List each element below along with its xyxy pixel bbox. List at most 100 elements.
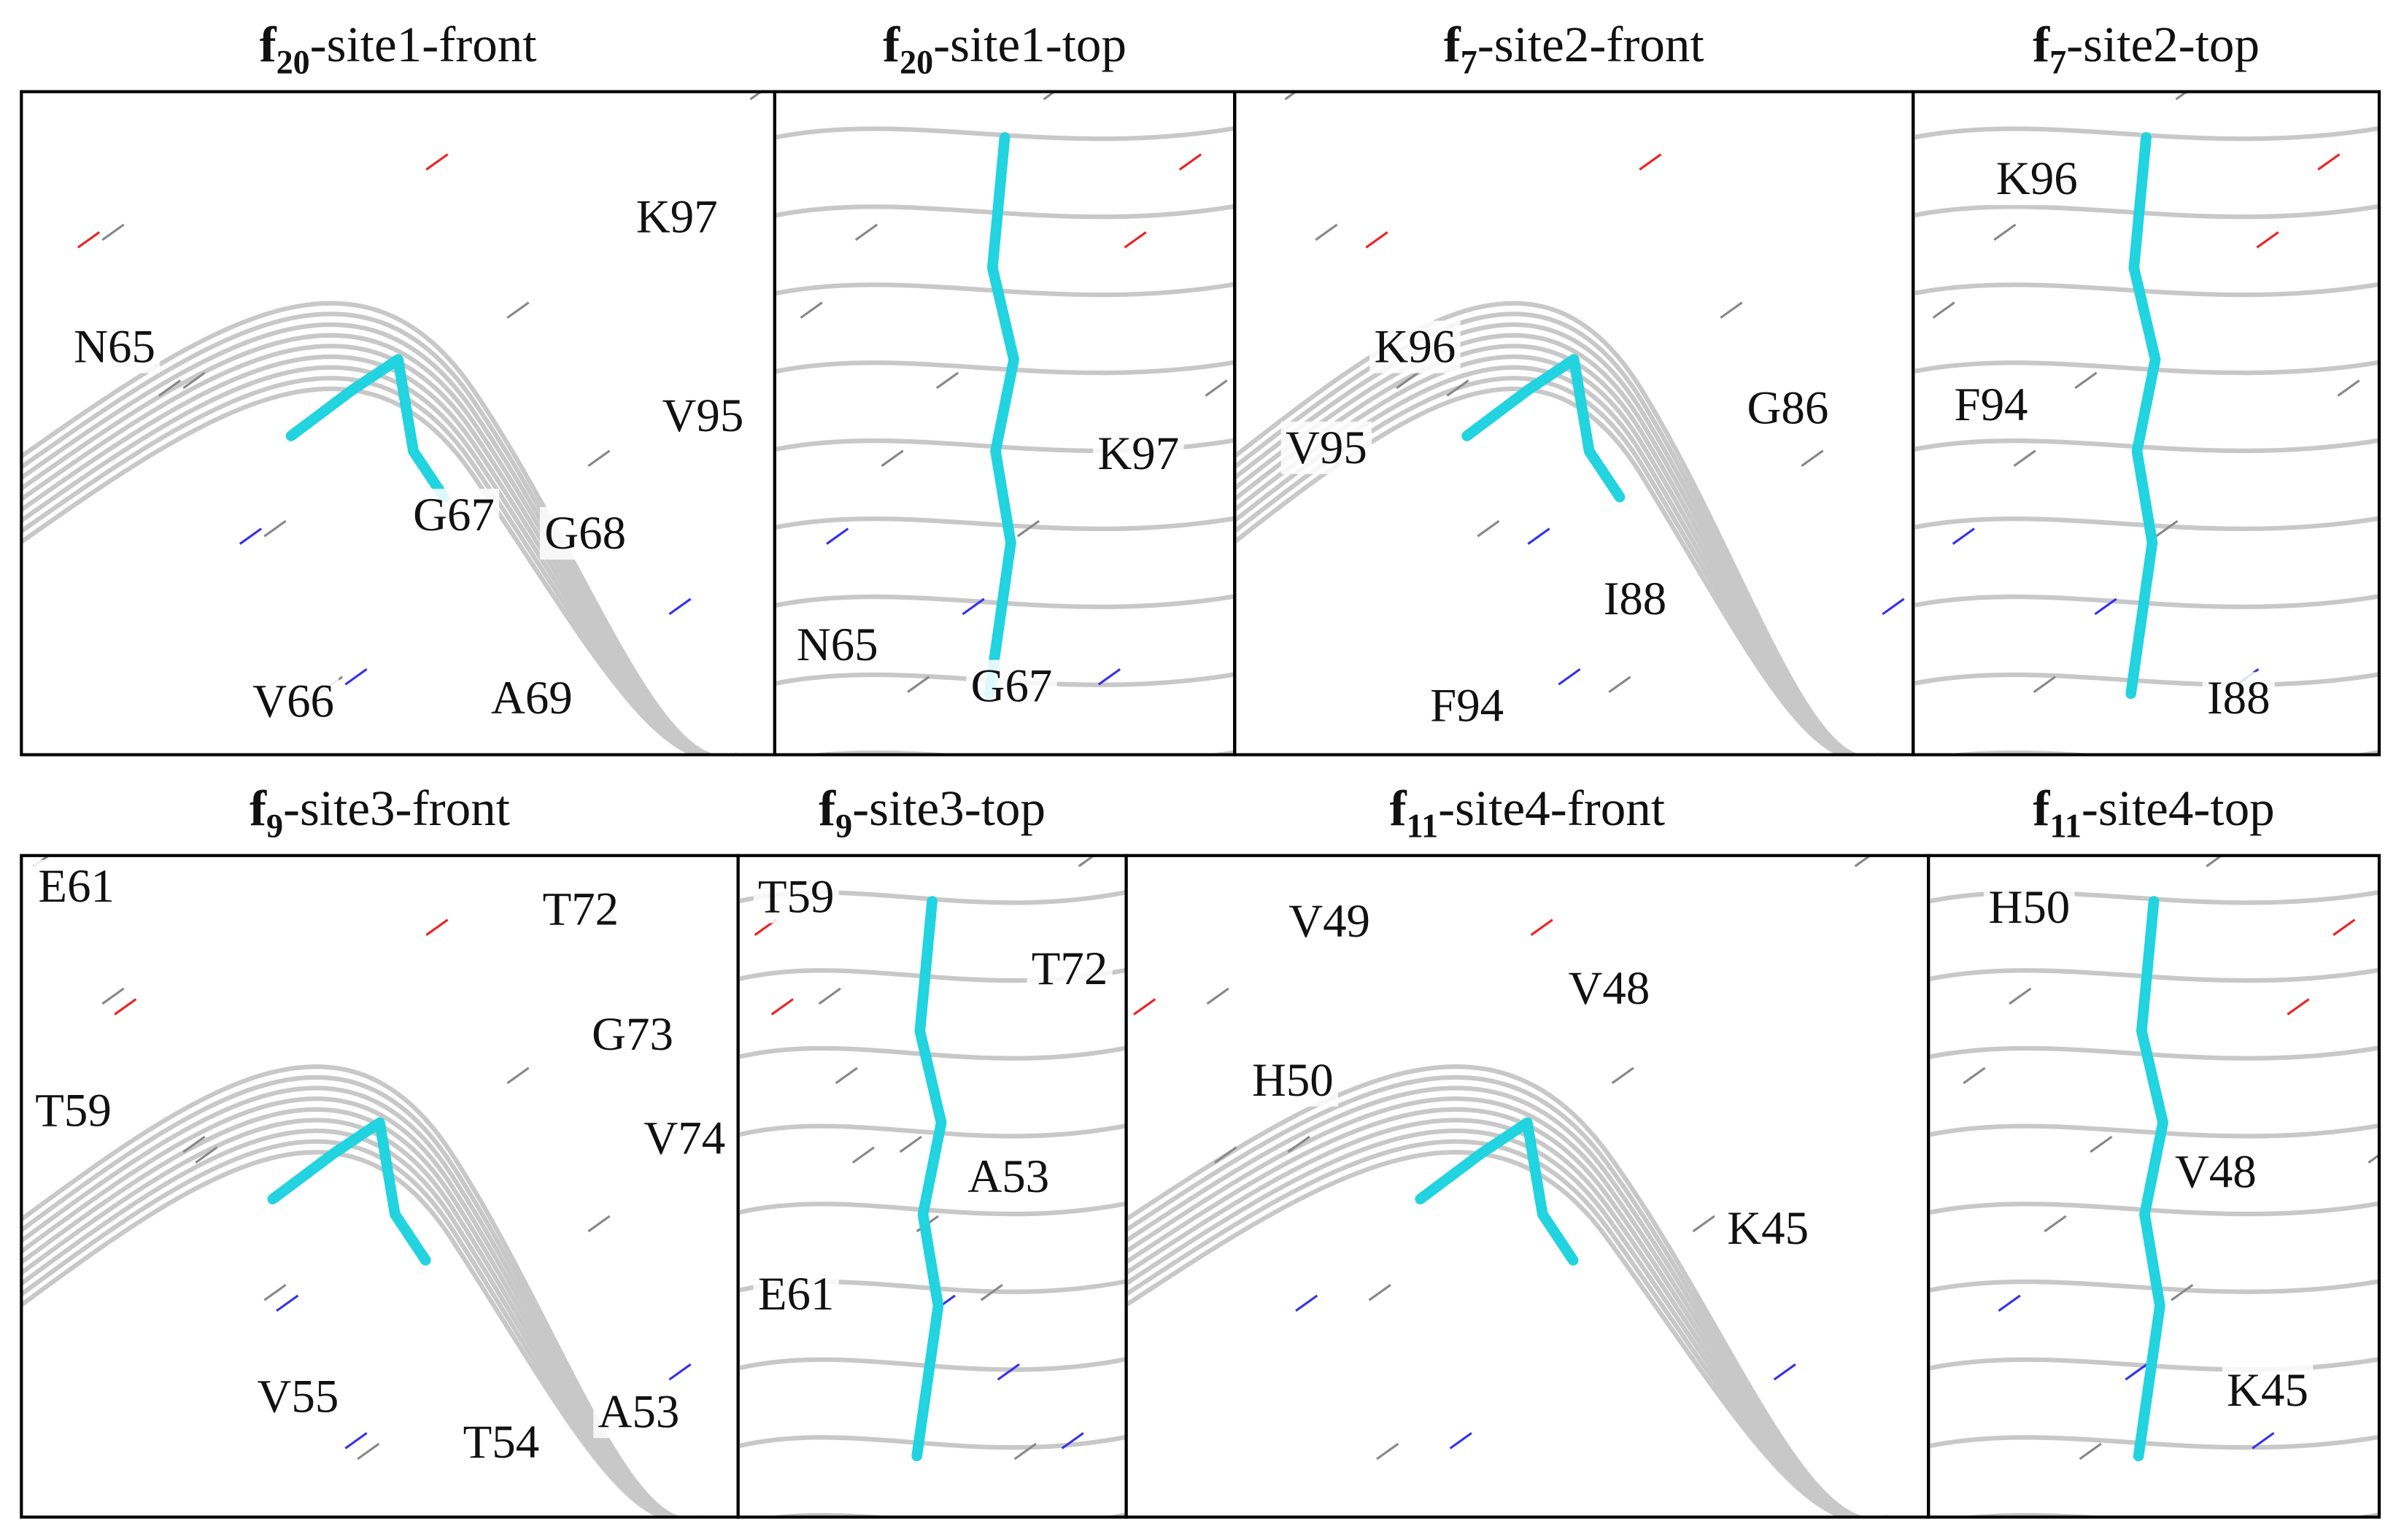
panel-title: f20-site1-front [260,16,537,81]
title-subscript: 20 [277,44,310,81]
side-chain [2090,1135,2113,1153]
side-chain [774,91,777,93]
residue-label: H50 [1252,1054,1334,1107]
side-chain [997,1363,1020,1381]
side-chain [935,371,959,390]
side-chain [2009,987,2032,1005]
panel-title: f11-site4-top [2033,780,2274,845]
side-chain [668,597,692,616]
side-chain [276,1294,299,1312]
label-background [1599,573,1672,626]
side-chain [1133,998,1156,1015]
side-chain [1205,379,1228,397]
side-chain [77,231,101,249]
residue-label: H50 [1988,881,2070,934]
ribbon [738,1045,1126,1061]
side-chain [826,527,849,545]
side-chain [1639,153,1662,171]
side-chain [2013,449,2036,468]
side-chain [357,1442,380,1460]
side-chain [21,855,24,857]
side-chain [425,153,449,171]
label-background [1425,679,1509,732]
panel-title: f20-site1-top [883,16,1126,81]
ribbon [774,125,1235,142]
side-chain [2044,1215,2067,1233]
residue-label: V95 [1286,422,1367,474]
panel-title: f9-site3-front [250,780,510,845]
side-chain [1608,676,1631,693]
panel [21,855,703,1517]
side-chain [881,449,904,468]
ligand [267,1117,431,1266]
title-rest: -site3-front [283,780,510,836]
panel-border [1912,90,2381,757]
residue-label: N65 [74,321,155,374]
residue-label: K45 [2227,1364,2308,1417]
label-background [657,389,749,442]
ribbon [738,1434,1126,1450]
residue-label: V95 [662,390,744,442]
side-chain [2155,519,2179,538]
side-chain [1061,1432,1084,1450]
residue-label: V66 [252,675,334,727]
side-chain [2287,998,2310,1015]
label-background [1283,895,1375,948]
residue-label: G68 [544,507,626,560]
side-chain [1913,91,1915,93]
side-chain [1284,91,1298,101]
residue-label: T54 [463,1416,540,1469]
label-background [1991,152,2082,206]
title-subscript: 7 [2049,44,2066,81]
side-chain [1882,597,1905,616]
title-subscript: 7 [1461,44,1477,81]
panel-title: f7-site2-top [2033,16,2260,81]
side-chain [1928,855,1931,857]
label-background [252,1370,344,1423]
side-chain [1126,855,1129,857]
ribbon [1928,967,2379,983]
label-background [1280,421,1372,474]
ribbon [1928,1434,2379,1450]
side-chain [818,987,841,1005]
residue-label: F94 [1430,680,1504,732]
side-chain [962,597,985,616]
label-background [963,1150,1054,1203]
panel-border [1927,854,2381,1519]
side-chain [506,1067,530,1085]
side-chain [1993,223,2017,241]
side-chain [1446,379,1469,397]
ribbon [1913,672,2379,687]
residue-label: V49 [1288,895,1370,948]
side-chain [2256,231,2279,249]
panel-title: f9-site3-top [819,780,1046,845]
residue-label: A53 [967,1150,1049,1203]
side-chain [1368,1283,1391,1301]
side-chain [1206,987,1229,1005]
side-chain [1773,1363,1796,1381]
side-chain [800,301,823,319]
side-chain [907,676,930,693]
panel [21,91,763,755]
side-chain [2333,918,2356,936]
label-background [1027,942,1113,995]
side-chain [1396,371,1419,390]
residue-label: T72 [1032,943,1108,995]
title-base: f [2033,780,2050,836]
label-background [753,870,839,924]
ribbon [1928,1045,2379,1061]
side-chain [1527,527,1550,545]
residue-label: I88 [2207,672,2271,724]
side-chain [1530,918,1553,936]
residue-label: K96 [1996,152,2078,205]
side-chain [114,998,137,1015]
side-chain [1720,301,1743,319]
side-chain [1178,153,1202,171]
title-base: f [260,16,277,72]
label-background [639,1112,730,1165]
side-chain [239,527,263,545]
side-chain [854,223,878,241]
side-chain [2171,1283,2194,1301]
label-background [247,675,339,728]
